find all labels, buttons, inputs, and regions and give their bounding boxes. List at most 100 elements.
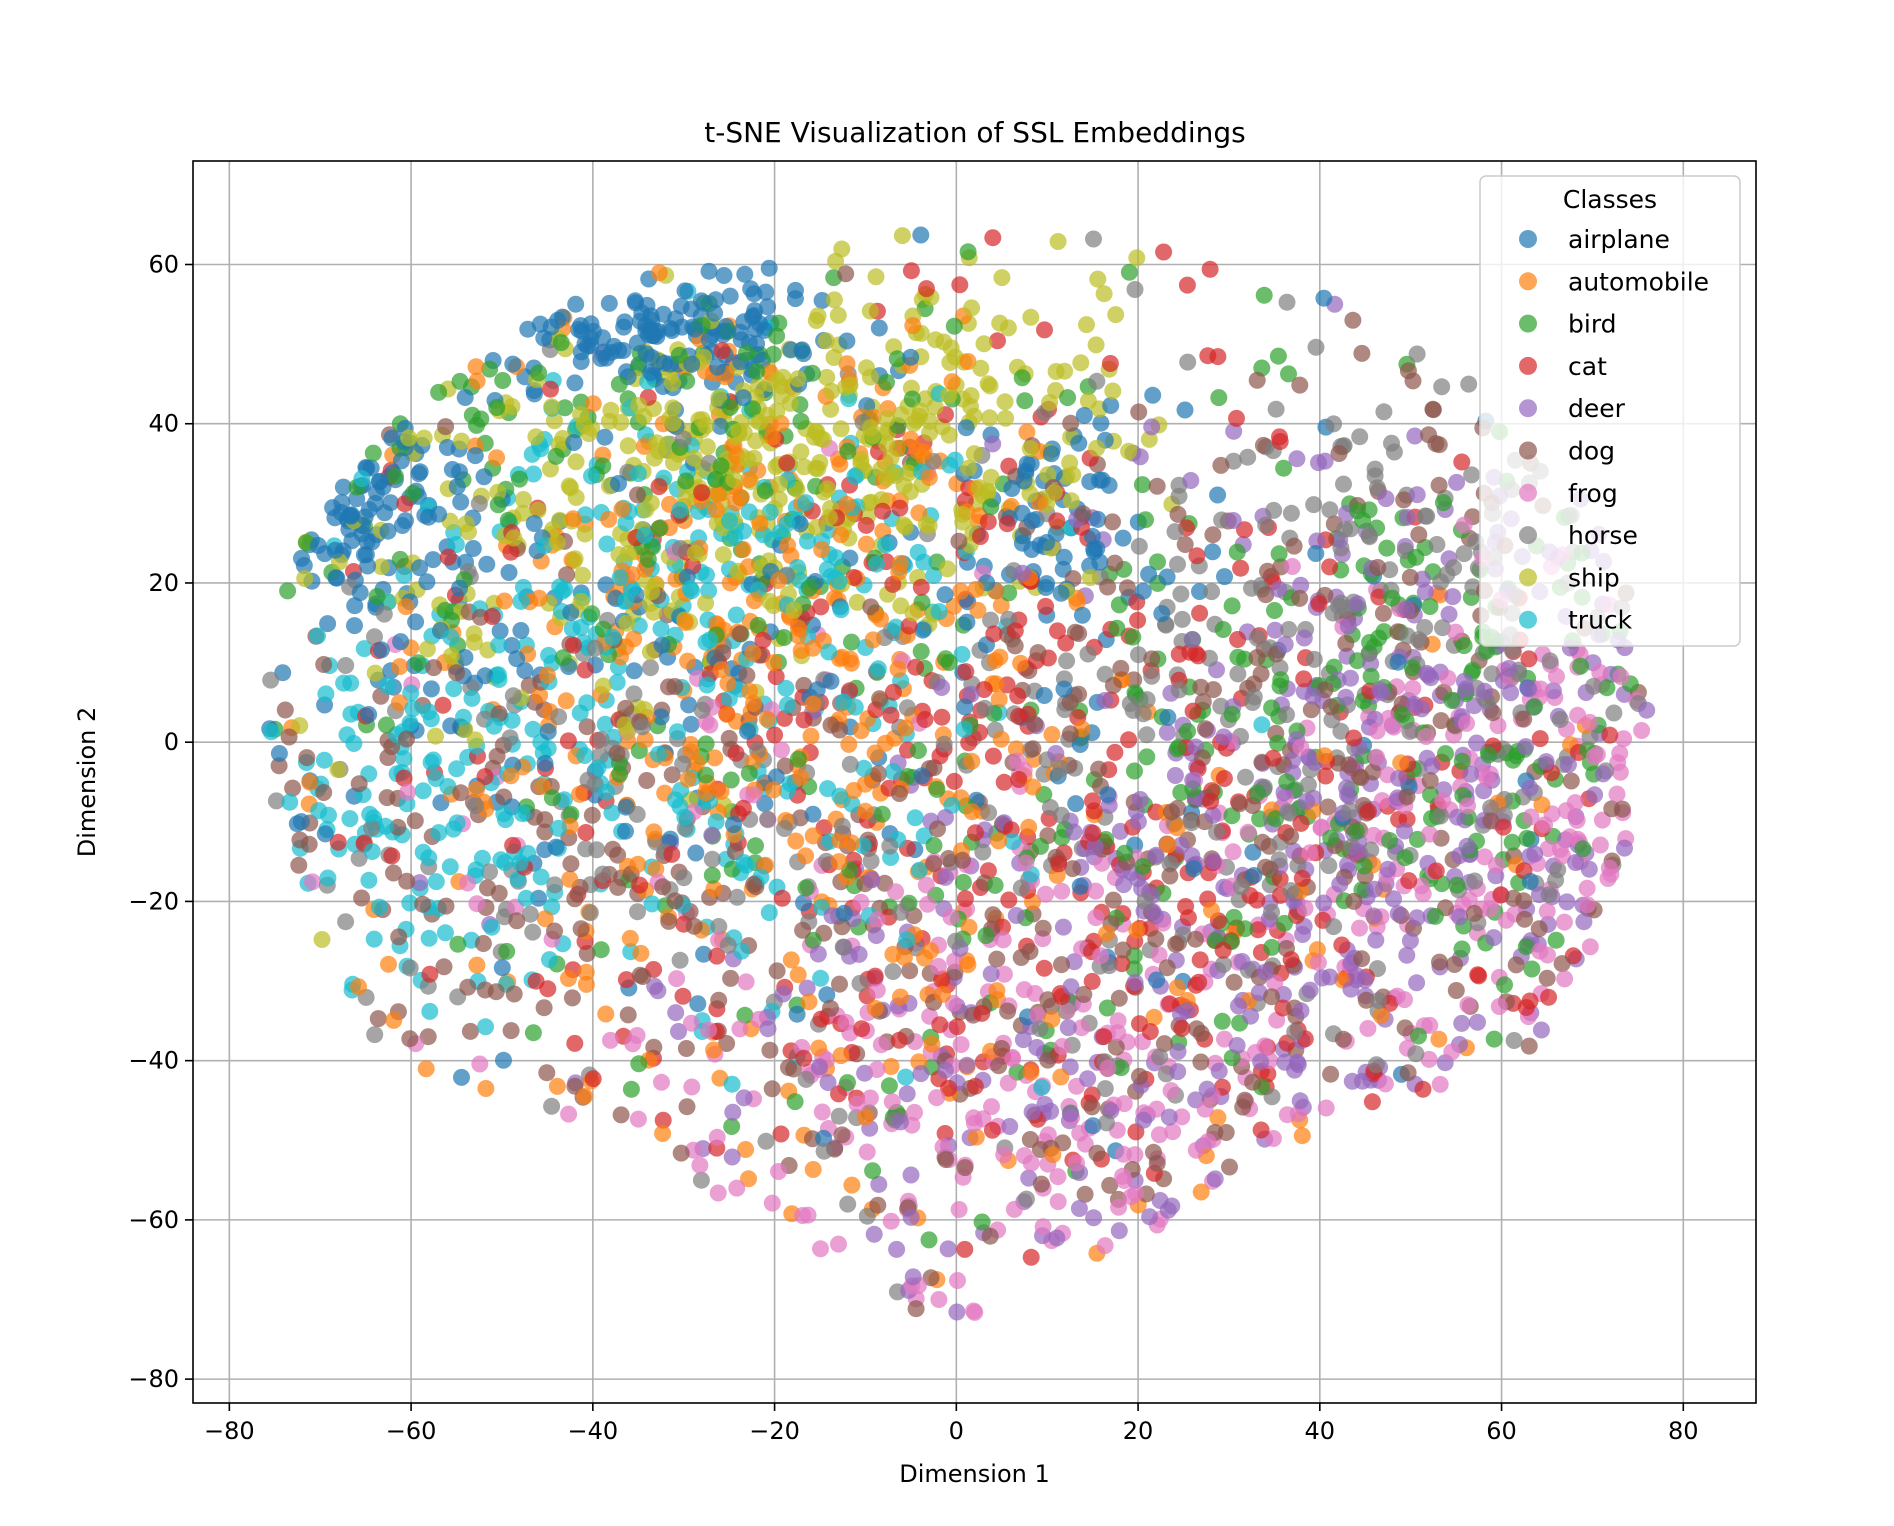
point-frog (1115, 1145, 1132, 1163)
point-truck (778, 696, 796, 714)
point-deer (1159, 1201, 1177, 1219)
point-automobile (1043, 726, 1061, 743)
point-dog (353, 889, 371, 907)
point-airplane (676, 282, 694, 300)
point-cat (1414, 1080, 1432, 1098)
point-cat (1010, 771, 1028, 788)
point-ship (725, 471, 743, 489)
point-truck (596, 715, 614, 733)
point-ship (825, 291, 843, 309)
point-ship (664, 399, 682, 417)
point-dog (638, 772, 656, 789)
point-cat (916, 711, 934, 728)
point-horse (759, 810, 777, 828)
point-airplane (530, 889, 547, 907)
point-automobile (390, 694, 408, 712)
point-dog (1446, 956, 1463, 973)
point-bird (1124, 628, 1142, 646)
point-horse (1505, 1032, 1523, 1049)
point-truck (401, 714, 419, 732)
point-cat (1321, 558, 1339, 576)
point-truck (455, 708, 472, 726)
point-bird (1518, 829, 1536, 847)
point-frog (602, 1031, 619, 1049)
point-dog (452, 784, 470, 802)
point-cat (882, 706, 900, 724)
point-cat (956, 890, 974, 908)
point-horse (830, 1107, 848, 1125)
point-automobile (531, 686, 549, 704)
point-horse (594, 865, 612, 883)
point-deer (1559, 756, 1577, 774)
point-frog (928, 1089, 946, 1107)
point-frog (1039, 1126, 1057, 1144)
point-frog (1591, 836, 1609, 854)
point-ship (527, 428, 545, 446)
point-cat (1271, 428, 1288, 446)
point-ship (1049, 233, 1067, 250)
point-dog (1245, 675, 1263, 693)
point-bird (1133, 476, 1151, 494)
point-horse (1179, 353, 1197, 371)
point-frog (1368, 722, 1386, 740)
point-deer (1183, 847, 1201, 865)
point-airplane (1159, 708, 1177, 726)
point-ship (618, 614, 636, 632)
point-airplane (804, 805, 822, 823)
point-bird (1426, 907, 1444, 925)
point-frog (1093, 854, 1111, 872)
point-horse (858, 1207, 876, 1225)
point-deer (1141, 1208, 1159, 1226)
point-frog (906, 1103, 923, 1121)
point-cat (1229, 631, 1247, 648)
point-automobile (789, 966, 807, 984)
point-automobile (800, 993, 818, 1011)
point-frog (1600, 859, 1618, 877)
point-ship (833, 240, 851, 258)
point-frog (1615, 730, 1633, 748)
point-frog (763, 1194, 781, 1212)
point-truck (868, 555, 885, 573)
point-frog (1490, 998, 1508, 1015)
point-automobile (488, 449, 506, 467)
point-airplane (715, 322, 733, 340)
point-airplane (818, 986, 836, 1004)
point-horse (976, 699, 994, 717)
point-deer (1418, 664, 1436, 682)
point-frog (1150, 946, 1168, 964)
point-bird (945, 317, 963, 335)
point-cat (1190, 973, 1208, 991)
point-dog (831, 975, 848, 993)
point-dog (398, 730, 415, 748)
point-dog (685, 917, 703, 935)
point-airplane (451, 579, 468, 597)
y-tick-label: −60 (128, 1206, 179, 1234)
point-dog (1507, 956, 1525, 974)
point-automobile (561, 870, 579, 888)
point-automobile (548, 1077, 566, 1095)
point-horse (577, 840, 595, 858)
point-automobile (1316, 747, 1334, 765)
point-airplane (572, 343, 590, 361)
point-airplane (422, 680, 440, 698)
point-truck (335, 674, 353, 692)
point-dog (837, 265, 855, 283)
legend-label-airplane: airplane (1568, 225, 1670, 254)
point-frog (653, 1073, 670, 1091)
point-automobile (934, 985, 951, 1003)
point-truck (517, 889, 535, 907)
scatter-points (261, 226, 1656, 1321)
point-horse (1325, 415, 1343, 433)
point-dog (1083, 1098, 1101, 1116)
point-deer (1567, 854, 1585, 871)
point-horse (1286, 1023, 1304, 1041)
point-airplane (324, 499, 342, 517)
point-horse (633, 718, 651, 736)
point-cat (584, 1070, 602, 1088)
point-airplane (1102, 397, 1120, 414)
point-deer (1206, 1170, 1224, 1188)
point-automobile (832, 526, 850, 544)
point-dog (566, 890, 584, 908)
point-automobile (740, 471, 758, 489)
point-bird (1223, 597, 1241, 615)
